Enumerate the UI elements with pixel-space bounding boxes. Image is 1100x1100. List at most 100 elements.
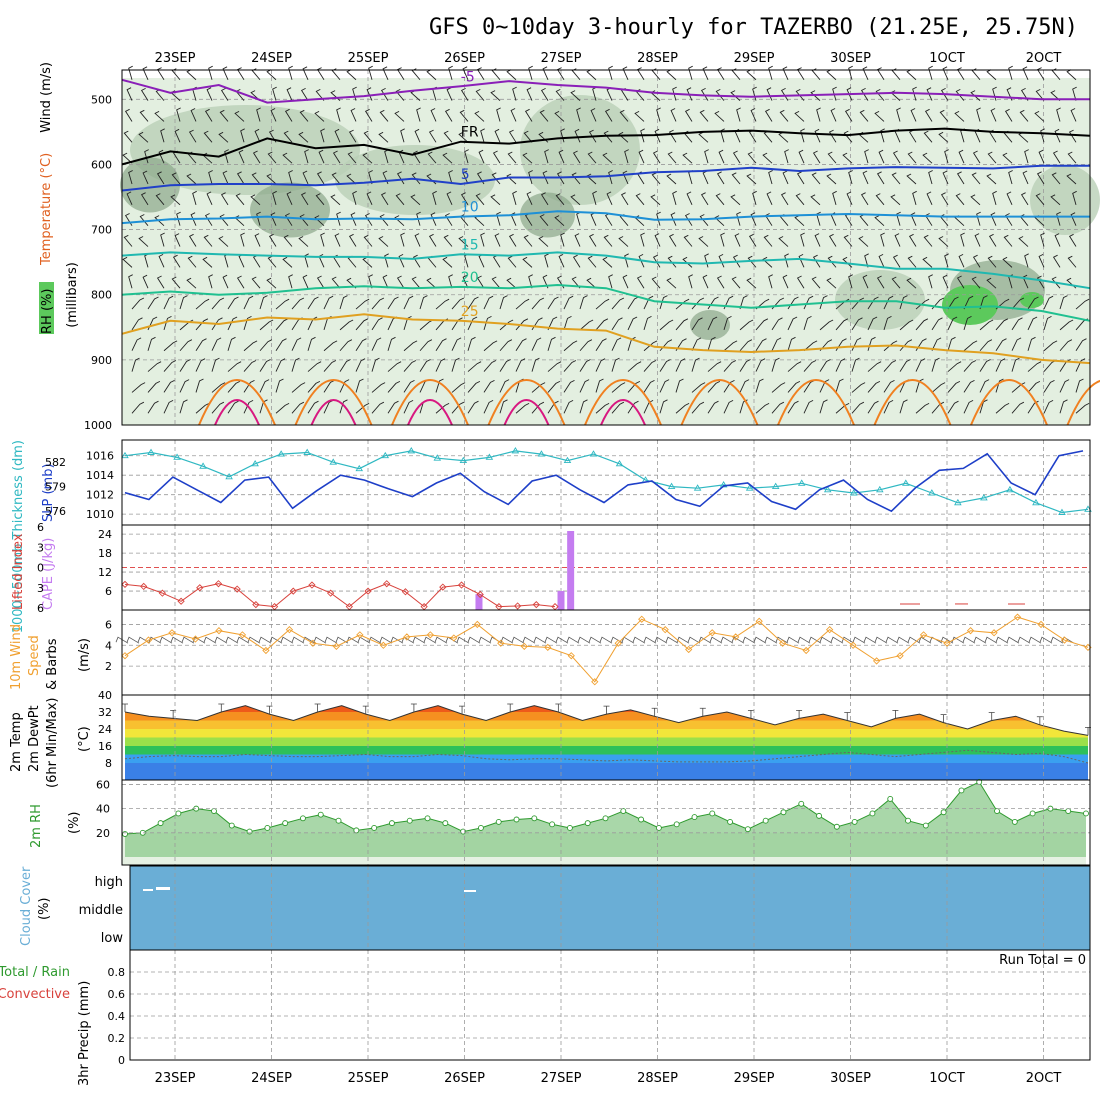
wind-barb (547, 380, 561, 393)
wind-barb (315, 88, 325, 101)
wind-barb (894, 233, 901, 247)
wind-barb (963, 340, 978, 352)
wind-barb (291, 337, 302, 351)
wind10-marker (332, 642, 341, 650)
wind-barb (684, 213, 693, 226)
wind10-marker (309, 639, 317, 647)
wind-barb (176, 211, 181, 226)
wind-barb (384, 253, 389, 268)
wind-barb (755, 358, 766, 372)
rh2m-marker (958, 787, 965, 794)
rh2m-marker (994, 808, 1000, 814)
wind-barb (675, 402, 690, 414)
wind-barb (366, 191, 373, 206)
wind-barb (506, 277, 517, 289)
wind-barb (1059, 379, 1070, 393)
wind-barb (782, 66, 789, 80)
wind10-barb (456, 636, 470, 644)
wind-barb (611, 317, 623, 331)
wind-barb (915, 298, 930, 310)
lifted-tick: 6 (37, 521, 44, 534)
wind-barb (298, 236, 309, 247)
wind-barb (851, 401, 865, 414)
wind-barb (940, 192, 949, 206)
wind-barb (478, 149, 485, 164)
wind10-marker (262, 646, 270, 655)
wind-barb (851, 357, 860, 372)
wind-barb (186, 277, 197, 289)
wind-barb (243, 295, 254, 310)
warm-contour (294, 379, 373, 426)
wind-barb (571, 172, 581, 185)
wind-barb (828, 129, 837, 143)
wind-barb (784, 253, 789, 268)
wind-barb (691, 357, 700, 372)
wind-barb (707, 336, 716, 351)
wind-barb (611, 357, 620, 372)
rh2m-marker (495, 818, 502, 825)
wind-barb (675, 298, 690, 310)
wind-barb (411, 68, 421, 81)
wind10-barb (533, 636, 547, 644)
contour-label: 20 (461, 270, 479, 286)
rh2m-marker (602, 815, 609, 822)
wind-barb (587, 151, 597, 164)
wind-barb (480, 128, 485, 143)
wind-barb (1052, 254, 1061, 268)
rh2m-frame (121, 779, 1091, 866)
wind-barb (227, 361, 242, 372)
wind10-barb (280, 636, 294, 644)
wind-barb (990, 212, 997, 226)
wind-barb (651, 68, 661, 81)
wind10-tick: 4 (105, 639, 112, 652)
top-date-label: 29SEP (734, 51, 775, 66)
wind-barb (211, 357, 220, 372)
wind-barb (288, 170, 293, 185)
wind-barb (835, 358, 846, 372)
top-date-label: 2OCT (1026, 51, 1062, 66)
rh2m-marker (122, 831, 128, 837)
wind10-barb (698, 636, 712, 644)
cloud-panel: high middle low (79, 865, 1091, 951)
temp-contour (121, 127, 1091, 166)
wind-barb (656, 211, 661, 226)
wind-barb (864, 253, 869, 268)
wind-barb (171, 68, 181, 81)
wind-barb (990, 108, 997, 122)
wind-barb (540, 87, 549, 101)
wind-barb (523, 234, 533, 247)
wind-barb (227, 380, 241, 393)
wind-barb (995, 378, 1004, 393)
temp-contour (121, 283, 1091, 322)
temp-maxmin-bar (844, 712, 851, 721)
cape-label: CAPE (J/kg) (41, 538, 56, 610)
top-date-label: 24SEP (251, 51, 292, 66)
wind-barb (862, 66, 869, 80)
wind-barb (528, 170, 533, 185)
wind-barb (428, 129, 437, 143)
temp-tick: 8 (105, 757, 112, 770)
lifted-tick: 3 (37, 541, 44, 554)
wind-barb (883, 340, 898, 352)
wind-barb (747, 255, 757, 268)
thickness-tick: 582 (45, 456, 66, 469)
pressure-tick: 900 (91, 354, 112, 367)
wind-barb (651, 172, 661, 185)
wind10-barb (687, 636, 701, 644)
precip-grid (130, 950, 1090, 1060)
wind-barb (938, 131, 949, 143)
wind-barb (618, 236, 629, 247)
thickness-marker (147, 448, 155, 455)
warm-contour (584, 379, 662, 426)
wind-barb (602, 152, 613, 164)
temp-band (125, 737, 1088, 746)
wind-barb (435, 298, 450, 310)
wind-barb (266, 277, 277, 289)
wind-barb (195, 358, 206, 372)
wind-barb (955, 88, 965, 101)
wind-barb (526, 191, 533, 206)
wind-barb (451, 337, 462, 351)
wind-barb (411, 276, 421, 289)
temp-band (125, 729, 1088, 738)
